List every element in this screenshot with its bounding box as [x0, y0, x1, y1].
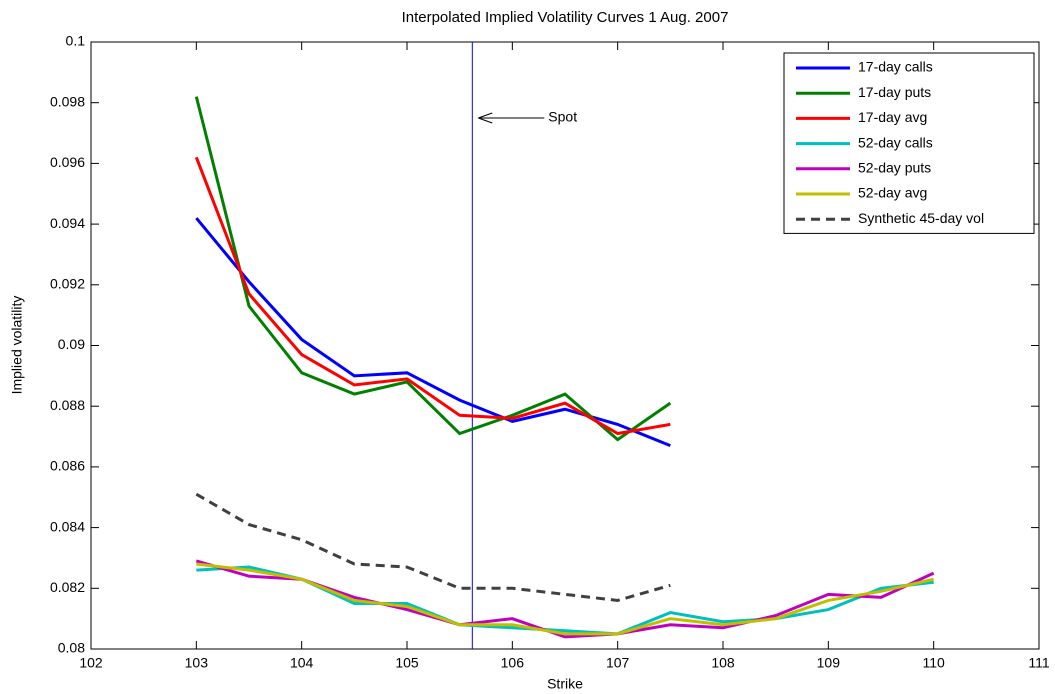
legend-label: 52-day calls [858, 134, 933, 150]
x-tick-label: 103 [185, 655, 209, 671]
y-tick-label: 0.084 [50, 518, 85, 534]
y-tick-label: 0.09 [58, 336, 85, 352]
legend-label: 17-day avg [858, 109, 927, 125]
x-tick-label: 107 [606, 655, 630, 671]
x-tick-label: 104 [290, 655, 314, 671]
x-tick-label: 106 [501, 655, 525, 671]
spot-label: Spot [548, 109, 577, 125]
y-tick-label: 0.094 [50, 215, 85, 231]
legend-label: 52-day puts [858, 160, 931, 176]
y-tick-label: 0.098 [50, 93, 85, 109]
y-tick-label: 0.092 [50, 276, 85, 292]
x-tick-label: 109 [817, 655, 841, 671]
chart-title: Interpolated Implied Volatility Curves 1… [402, 9, 729, 26]
x-tick-label: 110 [923, 655, 946, 671]
y-tick-label: 0.082 [50, 579, 85, 595]
x-tick-label: 102 [79, 655, 103, 671]
legend-label: 17-day calls [858, 59, 933, 75]
legend-label: 17-day puts [858, 84, 931, 100]
x-axis-label: Strike [547, 676, 583, 692]
y-tick-label: 0.1 [66, 33, 86, 49]
y-axis-label: Implied volatility [9, 296, 25, 395]
y-tick-label: 0.088 [50, 397, 85, 413]
x-tick-label: 105 [395, 655, 419, 671]
y-tick-label: 0.08 [58, 640, 85, 656]
y-tick-label: 0.096 [50, 154, 85, 170]
legend-label: 52-day avg [858, 185, 927, 201]
series-line [194, 156, 671, 436]
x-tick-label: 108 [711, 655, 735, 671]
legend-label: Synthetic 45-day vol [858, 210, 984, 226]
spot-arrowhead [478, 112, 493, 124]
y-tick-label: 0.086 [50, 458, 85, 474]
x-tick-label: 111 [1028, 655, 1049, 671]
series-line [196, 562, 935, 636]
